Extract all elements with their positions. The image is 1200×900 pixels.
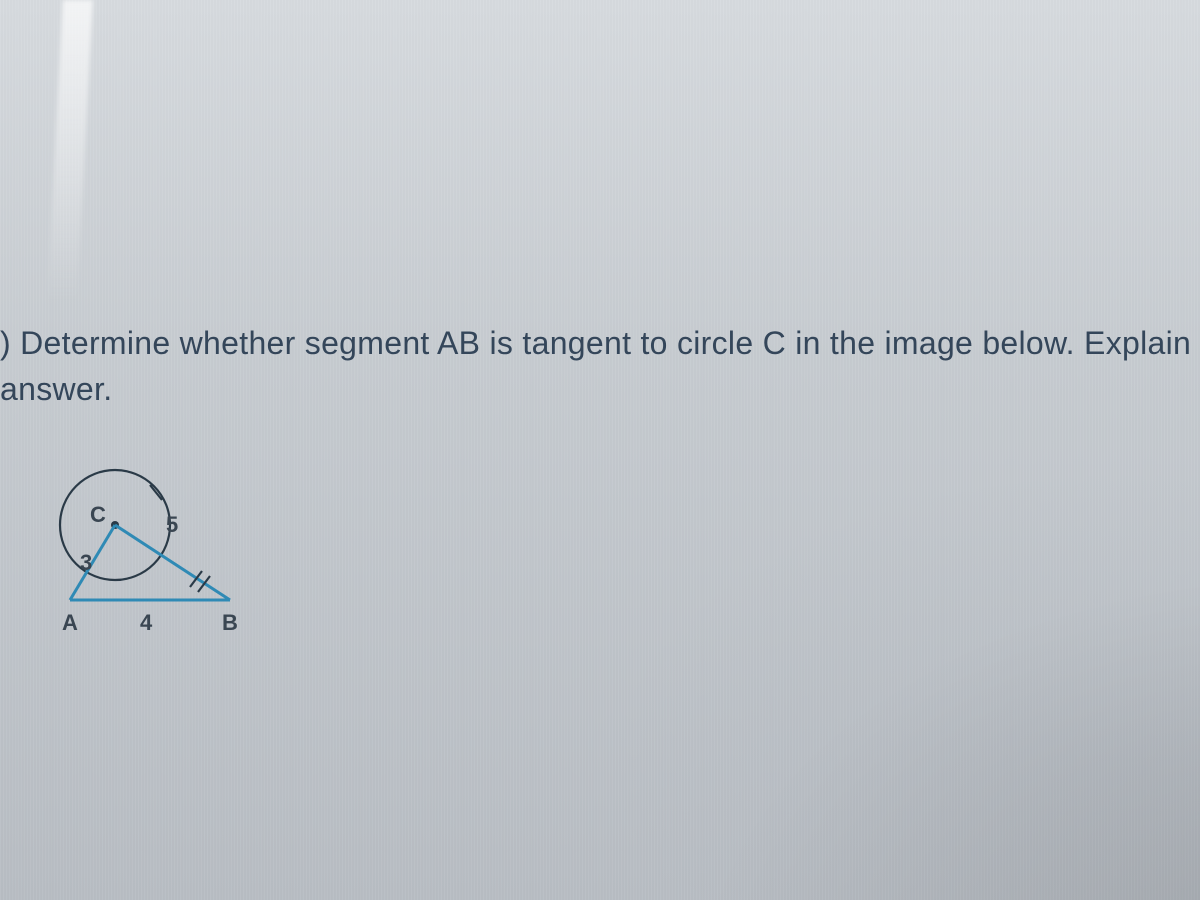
question-line-1: ) Determine whether segment AB is tangen… [0,320,1200,366]
segment-ca [70,525,115,600]
label-c: C [90,502,106,527]
question-line-2: answer. [0,366,1200,412]
label-5: 5 [166,512,178,537]
label-b: B [222,610,238,635]
geometry-diagram: C 5 3 A 4 B [40,440,300,650]
label-4: 4 [140,610,153,635]
label-a: A [62,610,78,635]
label-3: 3 [80,550,92,575]
screen-glare [47,0,93,300]
diagram-svg: C 5 3 A 4 B [40,440,300,650]
question-text: ) Determine whether segment AB is tangen… [0,320,1200,413]
